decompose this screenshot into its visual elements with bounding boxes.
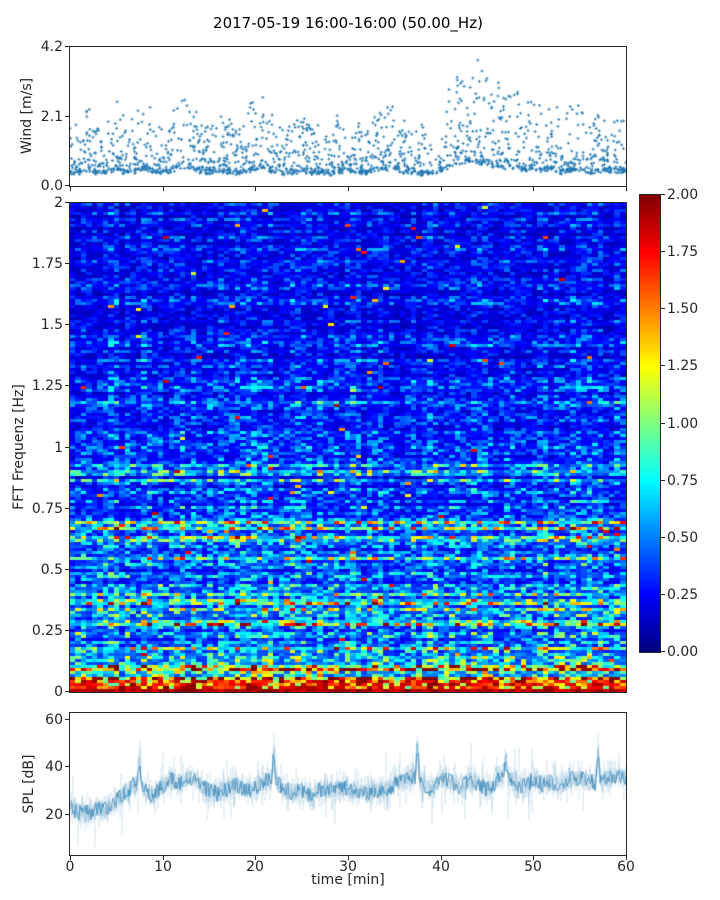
- spectrogram-ytick: [65, 263, 69, 264]
- time-xtick: [533, 856, 534, 860]
- time-xtick-label: 10: [154, 859, 172, 875]
- spectrogram-ytick: [65, 630, 69, 631]
- time-xtick: [348, 856, 349, 860]
- colorbar-tick: [661, 594, 665, 595]
- wind-xtick: [348, 187, 349, 191]
- colorbar-tick: [661, 251, 665, 252]
- spectrogram-ytick-label: 1: [54, 440, 63, 456]
- spectrogram-ytick: [65, 447, 69, 448]
- spl-ytick: [65, 766, 69, 767]
- spl-plot: [69, 712, 627, 856]
- wind-ytick-label: 2.1: [40, 109, 63, 125]
- wind-xtick: [533, 187, 534, 191]
- spectrogram-ytick-label: 0: [54, 684, 63, 700]
- colorbar-tick: [661, 480, 665, 481]
- wind-plot: [69, 46, 627, 187]
- time-xtick-label: 60: [617, 859, 635, 875]
- wind-scatter-canvas: [70, 47, 626, 186]
- wind-xtick: [626, 187, 627, 191]
- colorbar-tick-label: 0.75: [667, 473, 699, 489]
- spl-ytick: [65, 719, 69, 720]
- colorbar-tick-label: 0.00: [667, 644, 699, 660]
- spectrogram-ytick-label: 0.25: [31, 623, 63, 639]
- wind-xtick: [255, 187, 256, 191]
- wind-ytick-label: 0.0: [40, 178, 63, 194]
- spl-ytick: [65, 814, 69, 815]
- colorbar-tick-label: 0.25: [667, 587, 699, 603]
- spectrogram-ytick-label: 2: [54, 195, 63, 211]
- colorbar-tick: [661, 537, 665, 538]
- wind-xtick: [70, 187, 71, 191]
- spl-line-canvas: [70, 713, 626, 855]
- colorbar-gradient-canvas: [640, 195, 660, 652]
- time-xtick-label: 40: [432, 859, 450, 875]
- wind-ytick: [65, 185, 69, 186]
- wind-ytick: [65, 116, 69, 117]
- spectrogram-ytick-label: 0.5: [40, 562, 63, 578]
- colorbar-tick-label: 0.50: [667, 530, 699, 546]
- spl-ytick-label: 40: [45, 759, 63, 775]
- time-xtick-label: 30: [339, 859, 357, 875]
- wind-ytick: [65, 46, 69, 47]
- time-xtick-label: 50: [524, 859, 542, 875]
- time-xtick: [441, 856, 442, 860]
- colorbar-tick-label: 1.50: [667, 301, 699, 317]
- time-xtick: [163, 856, 164, 860]
- time-xtick: [255, 856, 256, 860]
- spectrogram-ytick: [65, 508, 69, 509]
- wind-xtick: [163, 187, 164, 191]
- colorbar-tick-label: 1.25: [667, 358, 699, 374]
- spectrogram-ytick-label: 0.75: [31, 501, 63, 517]
- colorbar-tick: [661, 365, 665, 366]
- spectrogram-ytick: [65, 202, 69, 203]
- time-xlabel: time [min]: [311, 872, 385, 888]
- spectrogram-ytick-label: 1.5: [40, 317, 63, 333]
- figure-title: 2017-05-19 16:00-16:00 (50.00_Hz): [213, 14, 483, 32]
- colorbar: [639, 194, 661, 653]
- colorbar-tick-label: 1.00: [667, 416, 699, 432]
- colorbar-tick: [661, 651, 665, 652]
- spectrogram-ytick: [65, 324, 69, 325]
- wind-xtick: [441, 187, 442, 191]
- spectrogram-plot: [69, 202, 627, 693]
- colorbar-tick: [661, 423, 665, 424]
- spectrogram-heatmap-canvas: [70, 203, 626, 692]
- spectrogram-ytick: [65, 385, 69, 386]
- spectrogram-ytick-label: 1.25: [31, 378, 63, 394]
- spl-ytick-label: 20: [45, 807, 63, 823]
- wind-ytick-label: 4.2: [40, 39, 63, 55]
- time-xtick: [70, 856, 71, 860]
- time-xtick: [626, 856, 627, 860]
- spl-ytick-label: 60: [45, 712, 63, 728]
- colorbar-tick-label: 2.00: [667, 187, 699, 203]
- spectrogram-ytick: [65, 569, 69, 570]
- spectrogram-ytick-label: 1.75: [31, 256, 63, 272]
- colorbar-tick-label: 1.75: [667, 244, 699, 260]
- colorbar-tick: [661, 308, 665, 309]
- spectrogram-ytick: [65, 691, 69, 692]
- colorbar-tick: [661, 194, 665, 195]
- time-xtick-label: 20: [246, 859, 264, 875]
- time-xtick-label: 0: [65, 859, 75, 875]
